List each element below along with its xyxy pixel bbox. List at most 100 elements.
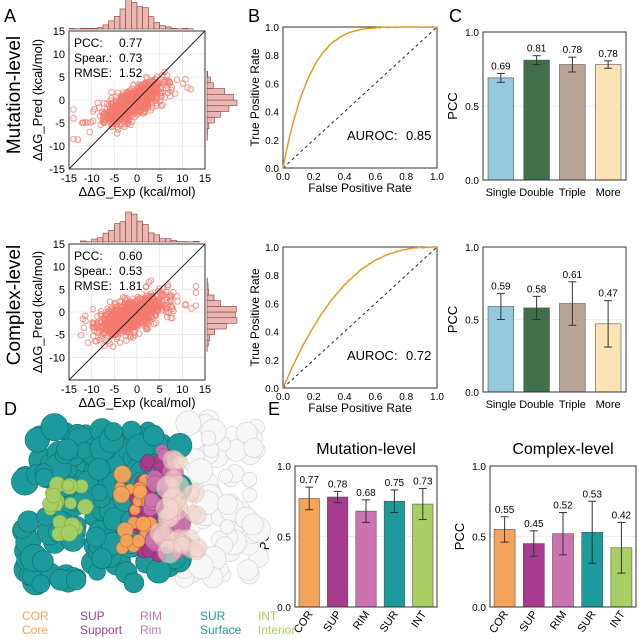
- y-axis-label: PCC: [445, 92, 460, 119]
- data-point: [113, 130, 121, 137]
- data-point: [100, 99, 108, 107]
- y-axis-label: True Positive Rate: [248, 48, 262, 147]
- stat-value: 0.60: [119, 249, 143, 263]
- y-tick-label: 0.5: [472, 533, 486, 544]
- data-label: 0.81: [527, 44, 547, 55]
- data-point: [145, 278, 153, 286]
- marginal-hist-bar: [206, 294, 215, 301]
- marginal-hist-bar: [85, 28, 92, 30]
- y-tick-label: 5: [59, 284, 65, 296]
- x-tick-label: Triple: [559, 187, 586, 199]
- chance-line: [282, 246, 438, 389]
- data-point: [118, 104, 125, 112]
- data-label: 0.61: [563, 270, 583, 281]
- data-point: [154, 307, 162, 314]
- y-tick-label: -10: [49, 352, 65, 364]
- data-point: [98, 109, 106, 116]
- data-point: [112, 103, 119, 111]
- marginal-hist-bar: [206, 334, 210, 341]
- surface-patch: [155, 497, 180, 521]
- bar-cor: [298, 498, 320, 608]
- marginal-hist-bar: [206, 116, 215, 124]
- plot-frame: [294, 465, 438, 608]
- surface-patch: [66, 570, 87, 591]
- y-tick-label: 0.6: [265, 299, 279, 310]
- row-label-mutation: Mutation-level: [4, 36, 25, 154]
- marginal-hist-bar: [182, 28, 189, 30]
- bar-double: [523, 59, 550, 181]
- surface-patch: [175, 410, 202, 437]
- data-point: [106, 112, 113, 120]
- surface-patch: [172, 454, 188, 470]
- data-point: [136, 104, 143, 112]
- data-point: [166, 78, 174, 86]
- surface-patch: [56, 438, 79, 461]
- marginal-hist-bar: [206, 76, 211, 84]
- x-tick-label: COR: [487, 609, 511, 636]
- stat-value: 0.77: [119, 36, 143, 50]
- data-point: [127, 334, 134, 341]
- y-tick-label: 0.2: [265, 356, 279, 367]
- marginal-hist-bar: [206, 311, 236, 318]
- legend-abbr-int: INT: [258, 609, 278, 623]
- surface-patch: [113, 465, 132, 484]
- data-point: [104, 305, 111, 312]
- stat-value: 1.81: [119, 279, 143, 293]
- data-point: [74, 136, 82, 143]
- data-label: 0.69: [491, 61, 511, 72]
- surface-patch: [87, 457, 110, 481]
- data-point: [187, 85, 194, 93]
- data-point: [184, 84, 191, 92]
- bar-chart-E1: 0.77COR0.78SUP0.68RIM0.75SUR0.73INT0.00.…: [257, 441, 438, 636]
- y-axis-label: ΔΔG_Pred (kcal/mol): [30, 39, 45, 161]
- data-point: [170, 288, 177, 296]
- plot-frame: [68, 30, 206, 170]
- data-point: [170, 307, 177, 315]
- x-tick-label: -10: [84, 173, 100, 185]
- data-point: [192, 283, 200, 290]
- y-tick-label: 10: [53, 49, 65, 61]
- data-point: [107, 326, 115, 334]
- data-point: [168, 292, 175, 299]
- data-point: [100, 315, 108, 323]
- data-point: [135, 88, 142, 96]
- data-point: [143, 307, 150, 315]
- x-tick-label: 15: [199, 173, 211, 185]
- data-point: [114, 89, 122, 96]
- panel-letter-e: E: [268, 399, 280, 419]
- x-tick-label: 0.2: [307, 392, 321, 403]
- y-axis-label: PCC: [452, 523, 467, 550]
- data-point: [116, 339, 124, 346]
- stats-box: [71, 33, 143, 81]
- data-point: [150, 320, 158, 328]
- x-tick-label: 0: [134, 384, 140, 396]
- data-point: [77, 331, 85, 339]
- panel-letter-b: B: [248, 6, 260, 26]
- x-tick-label: 0.0: [276, 172, 290, 183]
- y-tick-label: 0.0: [265, 384, 279, 395]
- marginal-hist-bar: [80, 28, 87, 30]
- x-tick-label: 0.4: [338, 172, 352, 183]
- marginal-hist-bar: [159, 238, 166, 243]
- data-point: [166, 92, 174, 100]
- data-point: [108, 88, 115, 96]
- marginal-hist-bar: [142, 224, 149, 243]
- y-tick-label: 0.8: [265, 51, 279, 62]
- surface-patch: [17, 510, 40, 533]
- data-point: [157, 102, 165, 110]
- legend-name-int: Interior: [258, 623, 295, 637]
- data-point: [182, 76, 189, 83]
- scatter-chart-A1: -15 -10 -5 0 5 10 15 -15 -10 -5 0 5 10 15 ΔΔG_Exp (kca…: [30, 0, 238, 199]
- data-point: [179, 80, 187, 87]
- x-axis-label: ΔΔG_Exp (kcal/mol): [78, 184, 195, 199]
- marginal-hist-bar: [136, 220, 143, 243]
- plot-frame: [282, 246, 438, 389]
- data-point: [134, 296, 142, 303]
- plot-frame: [489, 465, 637, 608]
- marginal-hist-bar: [91, 28, 98, 30]
- y-tick-label: 5: [59, 72, 65, 84]
- roc-chart-B2: 0.0 0.2 0.4 0.6 0.8 1.0 0.0 0.2 0.4 0.6 0.8 1.0 Fals…: [248, 243, 444, 415]
- data-point: [97, 307, 105, 315]
- marginal-hist-bar: [206, 88, 226, 95]
- y-tick-label: -15: [49, 164, 65, 176]
